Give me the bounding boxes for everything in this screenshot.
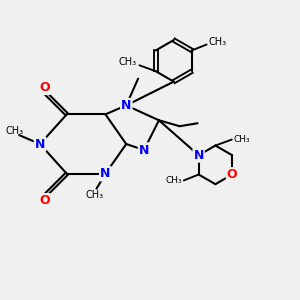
Text: N: N (139, 143, 149, 157)
Text: N: N (100, 167, 111, 180)
Text: N: N (194, 149, 204, 162)
Text: O: O (227, 168, 237, 181)
Text: N: N (100, 167, 111, 180)
Text: CH₃: CH₃ (86, 190, 104, 200)
Text: O: O (39, 81, 50, 94)
Text: N: N (35, 138, 45, 151)
Text: N: N (121, 99, 131, 112)
Text: CH₃: CH₃ (118, 57, 136, 67)
Text: CH₃: CH₃ (166, 176, 182, 185)
Text: CH₃: CH₃ (6, 126, 24, 136)
Text: CH₃: CH₃ (208, 37, 226, 46)
Text: N: N (121, 99, 131, 112)
Text: N: N (35, 138, 45, 151)
Text: CH₃: CH₃ (233, 135, 250, 144)
Text: N: N (139, 143, 149, 157)
Text: O: O (39, 194, 50, 207)
